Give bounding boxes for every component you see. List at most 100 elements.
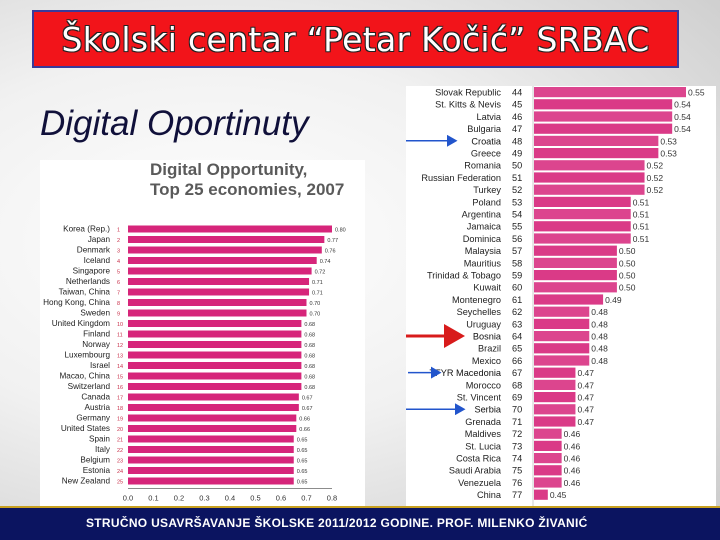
ranking-category-label: Dominica [463,234,502,244]
top25-value-label: 0.68 [304,354,315,360]
top25-x-tick-label: 0.1 [148,494,158,503]
ranking-rank-label: 73 [512,441,522,451]
top25-bar [128,372,302,380]
top25-rank-label: 23 [117,459,123,465]
top25-category-label: Denmark [77,246,111,255]
top25-x-tick-label: 0.3 [199,494,209,503]
ranking-chart-panel: Slovak Republic 44 0.55 St. Kitts & Nevis 45… [406,86,716,506]
top25-x-tick-label: 0.4 [225,494,235,503]
top25-bar [128,393,299,401]
top25-rank-label: 14 [117,364,123,370]
ranking-category-label: Turkey [473,185,501,195]
top25-bar [128,257,317,264]
ranking-category-label: Croatia [471,136,502,146]
ranking-bar [534,306,590,317]
top25-value-label: 0.65 [297,480,308,486]
ranking-rank-label: 64 [512,332,522,342]
ranking-rank-label: 50 [512,161,522,171]
top25-bar [128,446,294,453]
ranking-value-label: 0.51 [633,234,650,244]
ranking-value-label: 0.46 [564,429,581,439]
ranking-bar-chart: Slovak Republic 44 0.55 St. Kitts & Nevis 45… [421,86,705,506]
ranking-rank-label: 55 [512,222,522,232]
top25-rank-label: 16 [117,385,123,391]
top25-rank-label: 10 [117,322,123,328]
ranking-bar [534,453,562,464]
top25-bar [128,278,310,285]
ranking-bar [534,209,631,220]
top25-bar [128,404,299,411]
ranking-value-label: 0.50 [619,283,636,293]
ranking-category-label: Venezuela [458,478,502,488]
top25-category-label: Germany [76,414,111,423]
ranking-category-label: St. Vincent [457,393,502,403]
ranking-category-label: Brazil [478,344,501,354]
top25-bar [128,435,294,443]
ranking-bar [534,318,590,329]
slide-title: Školski centar “Petar Kočić” SRBAC [32,10,679,68]
ranking-rank-label: 76 [512,478,522,488]
top25-rank-label: 9 [117,312,120,318]
ranking-rank-label: 75 [512,466,522,476]
top25-rank-label: 3 [117,249,120,255]
ranking-category-label: China [477,490,502,500]
ranking-value-label: 0.51 [633,222,650,232]
top25-bar [128,383,302,390]
ranking-bar [534,270,617,281]
top25-x-tick-label: 0.2 [174,494,184,503]
ranking-category-label: Mexico [472,356,501,366]
top25-category-label: New Zealand [62,477,111,486]
ranking-category-label: St. Lucia [465,441,502,451]
top25-value-label: 0.77 [327,238,338,244]
ranking-category-label: Grenada [465,417,502,427]
ranking-bar [534,135,659,146]
slide-subtitle: Digital Oportinuty [40,104,309,143]
top25-category-label: Iceland [84,256,111,265]
ranking-bar [534,184,645,195]
top25-value-label: 0.65 [297,438,308,444]
ranking-value-label: 0.54 [674,112,691,122]
top25-category-label: Italy [95,445,111,454]
ranking-bar [534,343,590,354]
ranking-value-label: 0.46 [564,466,581,476]
ranking-value-label: 0.50 [619,271,636,281]
ranking-value-label: 0.55 [688,88,705,98]
ranking-value-label: 0.48 [591,356,608,366]
ranking-rank-label: 70 [512,405,522,415]
top25-chart-title: Digital Opportunity, Top 25 economies, 2… [150,160,360,200]
ranking-category-label: Mauritius [464,258,502,268]
ranking-value-label: 0.48 [591,319,608,329]
ranking-rank-label: 72 [512,429,522,439]
ranking-category-label: Serbia [474,405,501,415]
top25-rank-label: 13 [117,354,123,360]
top25-rank-label: 11 [117,333,123,339]
ranking-bar [534,172,645,183]
ranking-bar [534,87,686,98]
ranking-category-label: Uruguay [466,319,501,329]
top25-value-label: 0.65 [297,459,308,465]
ranking-bar [534,99,673,110]
top25-chart-title-line2: Top 25 economies, 2007 [150,180,345,199]
top25-value-label: 0.65 [297,469,308,475]
top25-rank-label: 6 [117,280,120,286]
ranking-category-label: Kuwait [473,283,501,293]
top25-rank-label: 24 [117,469,123,475]
ranking-bar [534,440,562,451]
top25-bar [128,425,297,432]
ranking-rank-label: 46 [512,112,522,122]
ranking-category-label: Greece [471,149,501,159]
top25-rank-label: 21 [117,438,123,444]
ranking-value-label: 0.47 [577,405,594,415]
top25-category-label: Belgium [80,456,110,465]
ranking-category-label: Trinidad & Tobago [427,271,501,281]
ranking-bar [534,111,673,122]
top25-category-label: Korea (Rep.) [63,225,110,234]
top25-bar [128,309,307,317]
top25-rank-label: 8 [117,301,120,307]
ranking-bar [534,123,673,134]
ranking-bar [534,355,590,366]
ranking-rank-label: 56 [512,234,522,244]
ranking-value-label: 0.47 [577,393,594,403]
top25-category-label: Macao, China [59,372,110,381]
